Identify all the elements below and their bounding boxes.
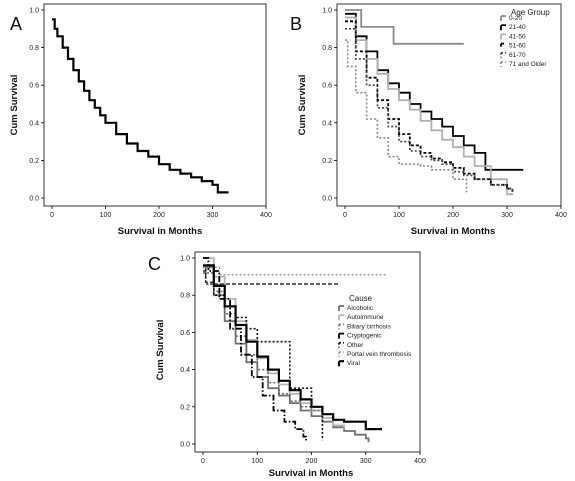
plot-frame xyxy=(336,3,562,207)
x-tick-label: 400 xyxy=(414,458,426,465)
series-line-unlabeled xyxy=(52,18,229,194)
legend-entry: Autoimmune xyxy=(347,314,384,321)
y-tick-label: 0.2 xyxy=(29,158,39,165)
legend-title: Cause xyxy=(349,294,373,303)
y-tick-label: 1.0 xyxy=(180,256,190,263)
legend-entry: 0-20 xyxy=(509,15,522,22)
y-axis-label: Cum Survival xyxy=(155,320,166,381)
x-tick-label: 100 xyxy=(100,212,112,219)
y-axis-label: Cum Survival xyxy=(297,75,308,136)
x-axis-label: Survival in Months xyxy=(269,468,353,479)
x-tick-label: 100 xyxy=(393,212,405,219)
x-axis-label: Survival in Months xyxy=(411,226,495,237)
y-tick-label: 0.6 xyxy=(322,83,332,90)
series-line-alcoholic xyxy=(203,266,370,443)
y-tick-label: 1.0 xyxy=(322,8,332,15)
panel-label: C xyxy=(148,254,161,274)
series-line-other xyxy=(203,266,324,441)
y-tick-label: 0.4 xyxy=(180,367,190,374)
series-line-viral xyxy=(203,264,382,431)
legend-entry: 41-50 xyxy=(509,33,526,40)
series-line-21-40 xyxy=(345,12,524,171)
legend-entry: Biliary cirrhosis xyxy=(347,323,391,330)
series-line-cryptogenic xyxy=(203,257,307,443)
legend-entry: 71 and Older xyxy=(509,61,547,68)
y-tick-label: 0.8 xyxy=(29,45,39,52)
series-line-0-20 xyxy=(345,9,464,45)
x-tick-label: 400 xyxy=(555,212,567,219)
legend-entry: Viral xyxy=(347,360,360,367)
legend-entry: Other xyxy=(347,342,364,349)
y-tick-label: 0.0 xyxy=(180,442,190,449)
legend-entry: Cryptogenic xyxy=(347,333,382,340)
y-tick-label: 1.0 xyxy=(29,8,39,15)
y-tick-label: 0.6 xyxy=(29,83,39,90)
x-tick-label: 400 xyxy=(260,212,272,219)
x-axis-label: Survival in Months xyxy=(118,226,202,237)
panel-a: A 0.0 0.2 0.4 0.6 0.8 1.0 0 100 200 300 400 Survival… xyxy=(9,3,272,237)
x-tick-label: 100 xyxy=(251,458,263,465)
y-tick-label: 0.4 xyxy=(29,120,39,127)
y-tick-label: 0.8 xyxy=(180,293,190,300)
y-tick-label: 0.8 xyxy=(322,45,332,52)
x-tick-label: 0 xyxy=(50,212,54,219)
plot-frame xyxy=(194,251,421,453)
panel-c: C 0.0 0.2 0.4 0.6 0.8 1.0 0 100 200 300 400 Survival… xyxy=(148,251,426,479)
y-tick-label: 0.0 xyxy=(322,196,332,203)
panel-label: B xyxy=(290,14,302,34)
x-tick-label: 0 xyxy=(343,212,347,219)
series-line-51-60 xyxy=(345,20,514,195)
legend-entry: 21-40 xyxy=(509,24,526,31)
y-tick-label: 0.0 xyxy=(29,196,39,203)
legend-title: Age Group xyxy=(511,8,550,17)
plot-frame xyxy=(43,3,267,207)
x-tick-label: 200 xyxy=(153,212,165,219)
x-tick-label: 300 xyxy=(501,212,513,219)
panel-b: B 0.0 0.2 0.4 0.6 0.8 1.0 0 100 200 300 400 Survival… xyxy=(290,3,567,237)
x-tick-label: 200 xyxy=(306,458,318,465)
y-axis-label: Cum Survival xyxy=(9,75,20,136)
y-tick-label: 0.2 xyxy=(322,158,332,165)
series-line-portal-vein-thrombosis xyxy=(203,266,388,276)
y-tick-label: 0.6 xyxy=(180,330,190,337)
y-tick-label: 0.2 xyxy=(180,404,190,411)
legend-entry: 51-60 xyxy=(509,43,526,50)
series-line-71-and-older xyxy=(345,39,468,193)
x-tick-label: 0 xyxy=(201,458,205,465)
x-tick-label: 300 xyxy=(207,212,219,219)
series-line-61-70 xyxy=(345,28,514,193)
panel-label: A xyxy=(10,14,22,34)
x-tick-label: 300 xyxy=(360,458,372,465)
series-line-unlabeled xyxy=(203,270,339,285)
x-tick-label: 200 xyxy=(447,212,459,219)
legend-entry: Alcoholic xyxy=(347,305,374,312)
y-tick-label: 0.4 xyxy=(322,120,332,127)
series-line-41-50 xyxy=(345,16,513,196)
legend-entry: 61-70 xyxy=(509,52,526,59)
legend-entry: Portal vein thrombosis xyxy=(347,351,412,358)
